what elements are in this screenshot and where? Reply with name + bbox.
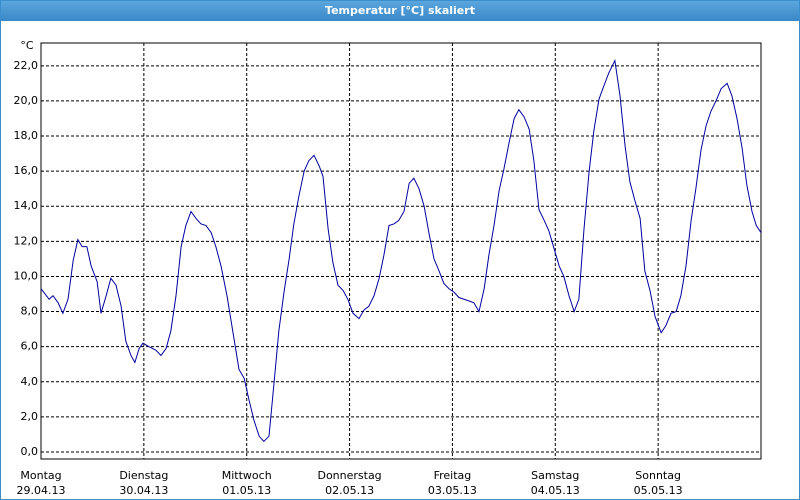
y-tick-label: 12,0 [14, 234, 39, 247]
y-tick-label: 18,0 [14, 129, 39, 142]
x-tick-label: 30.04.13 [119, 484, 168, 497]
y-tick-label: 14,0 [14, 199, 39, 212]
x-tick-label: Montag [20, 469, 61, 482]
plot-frame [40, 42, 762, 460]
y-tick-label: 2,0 [21, 410, 39, 423]
x-tick-label: Sonntag [635, 469, 681, 482]
x-tick-label: Mittwoch [222, 469, 272, 482]
x-tick-label: 03.05.13 [428, 484, 477, 497]
x-tick-label: 02.05.13 [325, 484, 374, 497]
x-tick-label: 05.05.13 [634, 484, 683, 497]
x-tick-label: Samstag [531, 469, 579, 482]
y-tick-label: 8,0 [21, 305, 39, 318]
y-tick-label: 16,0 [14, 164, 39, 177]
y-tick-label: 0,0 [21, 445, 39, 458]
y-tick-label: 20,0 [14, 94, 39, 107]
y-unit-label: °C [20, 39, 34, 52]
x-tick-label: 29.04.13 [17, 484, 66, 497]
x-tick-label: 04.05.13 [531, 484, 580, 497]
y-tick-label: 22,0 [14, 59, 39, 72]
x-tick-label: Freitag [434, 469, 472, 482]
title-bar: Temperatur [°C] skaliert [1, 1, 799, 21]
line-series [40, 58, 762, 443]
x-tick-label: 01.05.13 [222, 484, 271, 497]
y-tick-label: 4,0 [21, 375, 39, 388]
y-tick-label: 10,0 [14, 269, 39, 282]
x-tick-label: Dienstag [119, 469, 168, 482]
x-tick-label: Donnerstag [317, 469, 381, 482]
y-tick-label: 6,0 [21, 340, 39, 353]
